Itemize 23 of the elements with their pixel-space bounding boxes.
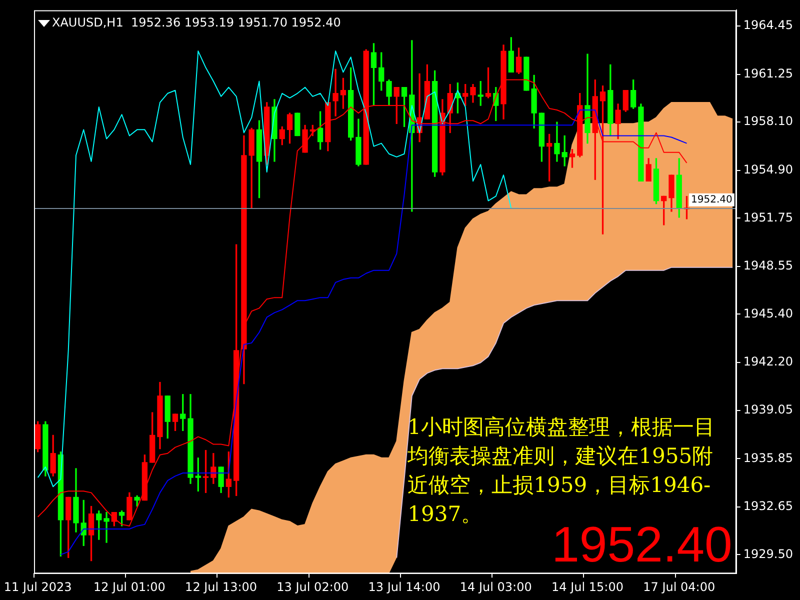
y-tick-label: 1948.55 <box>743 258 793 273</box>
y-tick-label: 1935.85 <box>743 450 793 465</box>
x-tick-label: 13 Jul 14:00 <box>368 580 440 594</box>
x-tick-label: 14 Jul 15:00 <box>552 580 624 594</box>
y-tick-label: 1954.90 <box>743 162 793 177</box>
y-tick-label: 1942.20 <box>743 354 793 369</box>
y-tick-label: 1929.50 <box>743 546 793 561</box>
y-tick-label: 1964.45 <box>743 18 793 32</box>
y-tick-label: 1932.65 <box>743 499 793 514</box>
x-tick-label: 14 Jul 03:00 <box>460 580 532 594</box>
x-tick-label: 12 Jul 01:00 <box>93 580 166 594</box>
x-tick-label: 11 Jul 2023 <box>4 580 72 594</box>
y-tick-label: 1961.25 <box>743 66 793 81</box>
x-tick-label: 13 Jul 02:00 <box>276 580 349 594</box>
y-tick-label: 1958.10 <box>743 114 793 128</box>
x-tick-label: 17 Jul 04:00 <box>643 580 716 594</box>
y-tick-label: 1951.75 <box>743 210 793 224</box>
y-tick-label: 1939.05 <box>743 402 793 416</box>
y-tick-label: 1945.40 <box>743 306 793 320</box>
ref-line-label: 1952.40 <box>691 194 732 206</box>
text: XAUUSD,H1 1952.36 1953.19 1951.70 1952.40 <box>52 15 341 30</box>
candlestick <box>294 112 300 136</box>
x-tick-label: 12 Jul 13:00 <box>185 580 258 594</box>
